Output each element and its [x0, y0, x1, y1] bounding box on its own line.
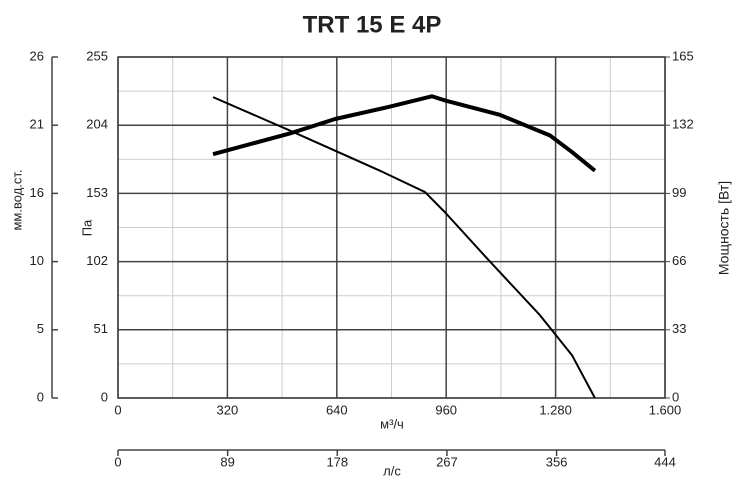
mm-tick-label: 0: [37, 389, 44, 404]
y2-tick-label: 132: [672, 117, 694, 132]
y2-tick-label: 165: [672, 48, 694, 63]
pressure-line: [212, 96, 596, 399]
y-tick-label: 0: [101, 389, 108, 404]
flow-tick-label: 178: [326, 454, 348, 469]
mm-tick-label: 5: [37, 321, 44, 336]
power-line: [212, 94, 597, 173]
flow-tick-label: 89: [220, 454, 234, 469]
x-tick-label: 960: [435, 402, 457, 417]
y2-label: Мощность [Вт]: [716, 181, 732, 275]
flow-tick-label: 267: [436, 454, 458, 469]
y2-tick-label: 33: [672, 321, 686, 336]
mm-tick-label: 10: [30, 253, 44, 268]
flow-tick-label: 356: [546, 454, 568, 469]
mm-tick-label: 16: [30, 185, 44, 200]
x-tick-label: 320: [217, 402, 239, 417]
x-tick-label: 1.600: [649, 402, 682, 417]
flow-tick-label: 0: [114, 454, 121, 469]
x-tick-label: 640: [326, 402, 348, 417]
x-tick-label: 0: [114, 402, 121, 417]
y-tick-label: 255: [86, 48, 108, 63]
y-tick-label: 204: [86, 117, 108, 132]
y-label: Па: [79, 219, 94, 236]
y2-tick-label: 66: [672, 253, 686, 268]
flow-tick-label: 444: [654, 454, 676, 469]
mm-label: мм.вод.ст.: [9, 169, 24, 230]
chart-title: TRT 15 E 4P: [303, 11, 442, 38]
plot-frame: [117, 56, 666, 399]
y-tick-label: 102: [86, 253, 108, 268]
y2-tick-label: 0: [672, 389, 679, 404]
mm-tick-label: 21: [30, 117, 44, 132]
x-label: м³/ч: [380, 416, 404, 431]
y2-tick-label: 99: [672, 185, 686, 200]
x-tick-label: 1.280: [539, 402, 572, 417]
mm-tick-label: 26: [30, 48, 44, 63]
y-tick-label: 51: [94, 321, 108, 336]
y-tick-label: 153: [86, 185, 108, 200]
flow-label: л/с: [383, 463, 401, 478]
